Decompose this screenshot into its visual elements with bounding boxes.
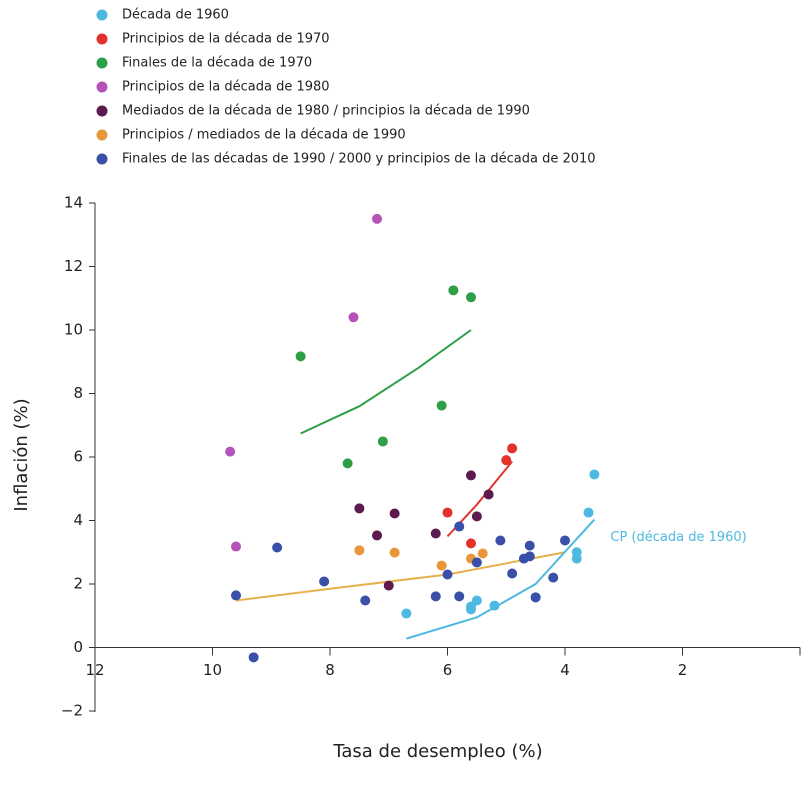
point xyxy=(548,572,559,583)
point xyxy=(383,580,394,591)
point xyxy=(272,542,283,553)
y-tick-label: 12 xyxy=(64,257,83,275)
point xyxy=(454,521,465,532)
legend-label: Finales de la década de 1970 xyxy=(122,56,312,71)
point xyxy=(507,443,518,454)
legend-marker xyxy=(96,129,108,141)
point xyxy=(583,507,594,518)
point xyxy=(471,511,482,522)
legend-marker xyxy=(96,105,108,117)
point xyxy=(442,569,453,580)
point xyxy=(430,528,441,539)
point xyxy=(530,592,541,603)
point xyxy=(442,507,453,518)
point xyxy=(560,535,570,546)
legend-label: Década de 1960 xyxy=(122,8,229,23)
fit-curve xyxy=(300,329,472,435)
y-tick-label: 2 xyxy=(73,575,83,593)
y-tick-label: 0 xyxy=(73,638,83,656)
legend-marker xyxy=(96,81,108,93)
x-tick-label: 2 xyxy=(678,661,688,679)
y-tick-label: 14 xyxy=(64,194,83,212)
legend-label: Principios / mediados de la década de 19… xyxy=(122,128,406,143)
y-tick-label: 8 xyxy=(73,384,83,402)
y-tick-label: 4 xyxy=(73,511,83,529)
point xyxy=(430,591,441,602)
point xyxy=(377,436,388,447)
point xyxy=(448,285,459,296)
point xyxy=(372,213,382,224)
point xyxy=(501,455,512,466)
point xyxy=(354,503,365,514)
point xyxy=(319,576,330,587)
point xyxy=(495,535,506,546)
point xyxy=(436,400,447,411)
point xyxy=(401,608,412,619)
curve-label: CP (década de 1960) xyxy=(610,530,746,545)
point xyxy=(248,652,259,663)
y-axis-label: Inflación (%) xyxy=(11,398,32,511)
point xyxy=(389,508,400,519)
legend-label: Principios de la década de 1970 xyxy=(122,32,330,47)
point xyxy=(454,591,465,602)
point xyxy=(354,545,365,556)
point xyxy=(360,595,371,606)
y-tick-label: −2 xyxy=(61,702,83,720)
point xyxy=(348,312,359,323)
legend-label: Mediados de la década de 1980 / principi… xyxy=(122,104,530,119)
point xyxy=(466,604,476,615)
point xyxy=(571,553,582,564)
point xyxy=(477,548,488,559)
point xyxy=(489,600,500,611)
point xyxy=(524,540,535,551)
point xyxy=(471,557,482,568)
legend-marker xyxy=(96,9,108,21)
point xyxy=(524,551,535,562)
x-tick-label: 6 xyxy=(443,661,453,679)
legend-label: Principios de la década de 1980 xyxy=(122,80,330,95)
y-tick-label: 10 xyxy=(64,321,83,339)
point xyxy=(295,351,306,362)
point xyxy=(483,489,494,500)
x-tick-label: 10 xyxy=(203,661,222,679)
point xyxy=(225,446,236,457)
point xyxy=(466,538,476,549)
y-tick-label: 6 xyxy=(73,448,83,466)
x-axis-label: Tasa de desempleo (%) xyxy=(332,741,542,762)
legend-marker xyxy=(96,33,108,45)
legend-marker xyxy=(96,57,108,69)
point xyxy=(466,470,476,481)
point xyxy=(342,458,353,469)
point xyxy=(466,292,476,303)
point xyxy=(231,590,241,601)
point xyxy=(372,530,382,541)
legend-label: Finales de las décadas de 1990 / 2000 y … xyxy=(122,152,596,167)
x-tick-label: 12 xyxy=(85,661,104,679)
fit-curve xyxy=(406,518,596,640)
point xyxy=(507,568,518,579)
point xyxy=(436,560,447,571)
point xyxy=(389,547,400,558)
legend-marker xyxy=(96,153,108,165)
point xyxy=(589,469,600,480)
x-tick-label: 8 xyxy=(325,661,335,679)
point xyxy=(231,541,241,552)
x-tick-label: 4 xyxy=(560,661,570,679)
